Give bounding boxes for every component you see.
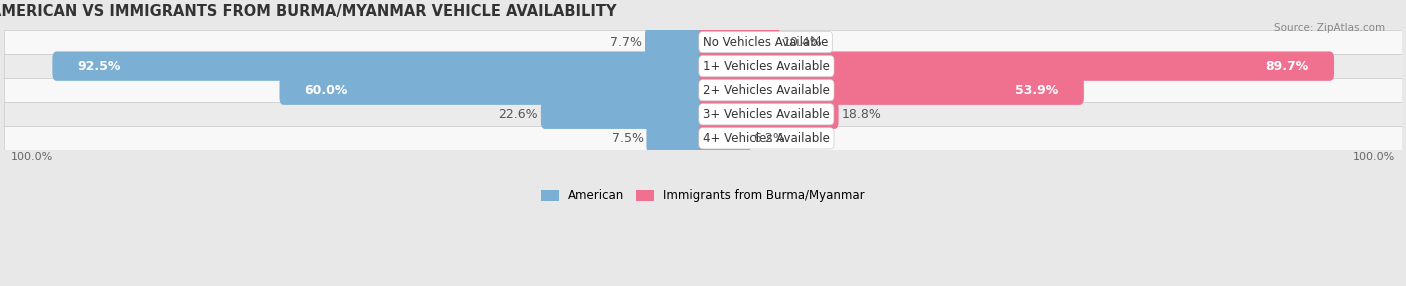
Text: 10.4%: 10.4% (783, 35, 823, 49)
Text: 60.0%: 60.0% (305, 84, 349, 97)
FancyBboxPatch shape (52, 51, 707, 81)
FancyBboxPatch shape (699, 76, 1084, 105)
Text: 89.7%: 89.7% (1265, 60, 1309, 73)
FancyBboxPatch shape (699, 100, 838, 129)
Bar (4, 54, 1402, 78)
FancyBboxPatch shape (699, 51, 1334, 81)
FancyBboxPatch shape (645, 27, 707, 57)
Text: Source: ZipAtlas.com: Source: ZipAtlas.com (1274, 23, 1385, 33)
Text: 7.5%: 7.5% (612, 132, 644, 145)
Bar (4, 126, 1402, 150)
Bar (4, 30, 1402, 54)
Bar (4, 78, 1402, 102)
Text: 4+ Vehicles Available: 4+ Vehicles Available (703, 132, 830, 145)
FancyBboxPatch shape (699, 27, 780, 57)
FancyBboxPatch shape (647, 124, 707, 153)
FancyBboxPatch shape (699, 124, 751, 153)
Text: 53.9%: 53.9% (1015, 84, 1059, 97)
Text: 100.0%: 100.0% (11, 152, 53, 162)
Text: AMERICAN VS IMMIGRANTS FROM BURMA/MYANMAR VEHICLE AVAILABILITY: AMERICAN VS IMMIGRANTS FROM BURMA/MYANMA… (0, 4, 617, 19)
Text: 100.0%: 100.0% (1353, 152, 1395, 162)
Text: 92.5%: 92.5% (77, 60, 121, 73)
FancyBboxPatch shape (280, 76, 707, 105)
Text: No Vehicles Available: No Vehicles Available (703, 35, 828, 49)
Text: 2+ Vehicles Available: 2+ Vehicles Available (703, 84, 830, 97)
Bar (4, 102, 1402, 126)
Text: 22.6%: 22.6% (499, 108, 538, 121)
Text: 7.7%: 7.7% (610, 35, 643, 49)
Text: 1+ Vehicles Available: 1+ Vehicles Available (703, 60, 830, 73)
FancyBboxPatch shape (541, 100, 707, 129)
Text: 3+ Vehicles Available: 3+ Vehicles Available (703, 108, 830, 121)
Text: 6.2%: 6.2% (754, 132, 785, 145)
Legend: American, Immigrants from Burma/Myanmar: American, Immigrants from Burma/Myanmar (536, 184, 870, 207)
Text: 18.8%: 18.8% (841, 108, 882, 121)
